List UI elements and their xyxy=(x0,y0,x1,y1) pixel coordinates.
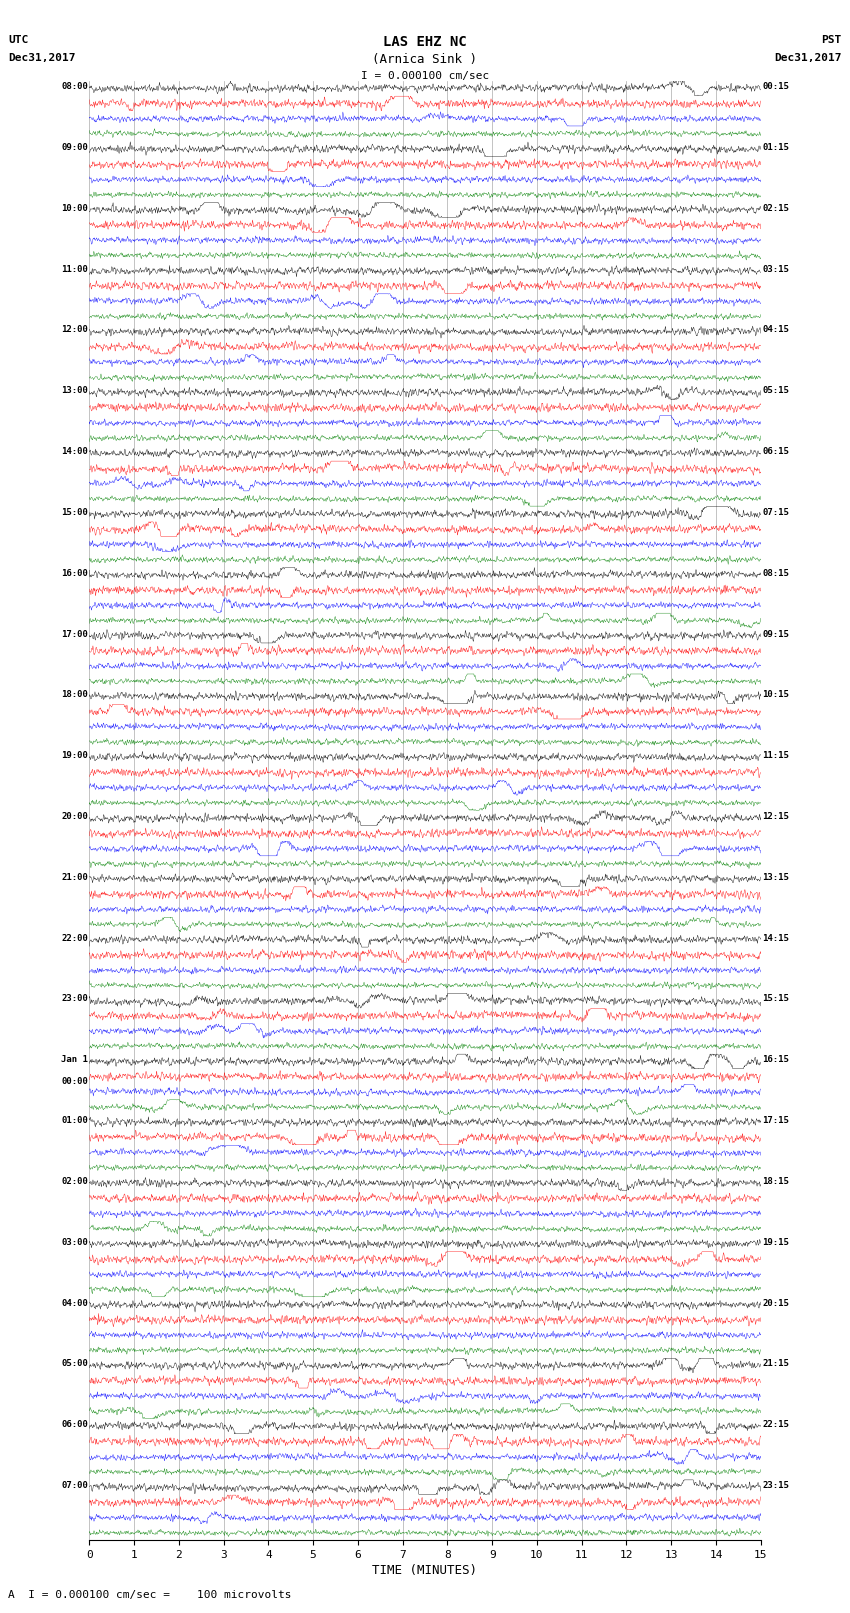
Text: 13:15: 13:15 xyxy=(762,873,789,882)
Text: 10:00: 10:00 xyxy=(61,203,88,213)
Text: 22:15: 22:15 xyxy=(762,1419,789,1429)
Text: 07:00: 07:00 xyxy=(61,1481,88,1490)
Text: 16:00: 16:00 xyxy=(61,569,88,577)
Text: 00:15: 00:15 xyxy=(762,82,789,90)
Text: (Arnica Sink ): (Arnica Sink ) xyxy=(372,53,478,66)
Text: 16:15: 16:15 xyxy=(762,1055,789,1065)
Text: I = 0.000100 cm/sec: I = 0.000100 cm/sec xyxy=(361,71,489,81)
Text: 14:00: 14:00 xyxy=(61,447,88,456)
Text: 17:00: 17:00 xyxy=(61,629,88,639)
X-axis label: TIME (MINUTES): TIME (MINUTES) xyxy=(372,1565,478,1578)
Text: Dec31,2017: Dec31,2017 xyxy=(774,53,842,63)
Text: 23:15: 23:15 xyxy=(762,1481,789,1490)
Text: 17:15: 17:15 xyxy=(762,1116,789,1126)
Text: LAS EHZ NC: LAS EHZ NC xyxy=(383,35,467,50)
Text: 12:15: 12:15 xyxy=(762,811,789,821)
Text: 07:15: 07:15 xyxy=(762,508,789,516)
Text: 18:00: 18:00 xyxy=(61,690,88,700)
Text: 01:00: 01:00 xyxy=(61,1116,88,1126)
Text: 13:00: 13:00 xyxy=(61,386,88,395)
Text: 09:00: 09:00 xyxy=(61,144,88,152)
Text: 23:00: 23:00 xyxy=(61,995,88,1003)
Text: 02:15: 02:15 xyxy=(762,203,789,213)
Text: UTC: UTC xyxy=(8,35,29,45)
Text: 01:15: 01:15 xyxy=(762,144,789,152)
Text: 06:15: 06:15 xyxy=(762,447,789,456)
Text: A  I = 0.000100 cm/sec =    100 microvolts: A I = 0.000100 cm/sec = 100 microvolts xyxy=(8,1590,292,1600)
Text: 11:15: 11:15 xyxy=(762,752,789,760)
Text: 12:00: 12:00 xyxy=(61,326,88,334)
Text: 15:00: 15:00 xyxy=(61,508,88,516)
Text: 03:00: 03:00 xyxy=(61,1237,88,1247)
Text: 21:00: 21:00 xyxy=(61,873,88,882)
Text: 05:00: 05:00 xyxy=(61,1360,88,1368)
Text: 10:15: 10:15 xyxy=(762,690,789,700)
Text: Dec31,2017: Dec31,2017 xyxy=(8,53,76,63)
Text: 00:00: 00:00 xyxy=(61,1076,88,1086)
Text: 22:00: 22:00 xyxy=(61,934,88,942)
Text: 02:00: 02:00 xyxy=(61,1177,88,1186)
Text: PST: PST xyxy=(821,35,842,45)
Text: 06:00: 06:00 xyxy=(61,1419,88,1429)
Text: 21:15: 21:15 xyxy=(762,1360,789,1368)
Text: 08:15: 08:15 xyxy=(762,569,789,577)
Text: 04:15: 04:15 xyxy=(762,326,789,334)
Text: 09:15: 09:15 xyxy=(762,629,789,639)
Text: 04:00: 04:00 xyxy=(61,1298,88,1308)
Text: 14:15: 14:15 xyxy=(762,934,789,942)
Text: 03:15: 03:15 xyxy=(762,265,789,274)
Text: 11:00: 11:00 xyxy=(61,265,88,274)
Text: 08:00: 08:00 xyxy=(61,82,88,90)
Text: 20:00: 20:00 xyxy=(61,811,88,821)
Text: 19:00: 19:00 xyxy=(61,752,88,760)
Text: 19:15: 19:15 xyxy=(762,1237,789,1247)
Text: 05:15: 05:15 xyxy=(762,386,789,395)
Text: 20:15: 20:15 xyxy=(762,1298,789,1308)
Text: 18:15: 18:15 xyxy=(762,1177,789,1186)
Text: 15:15: 15:15 xyxy=(762,995,789,1003)
Text: Jan 1: Jan 1 xyxy=(61,1055,88,1065)
